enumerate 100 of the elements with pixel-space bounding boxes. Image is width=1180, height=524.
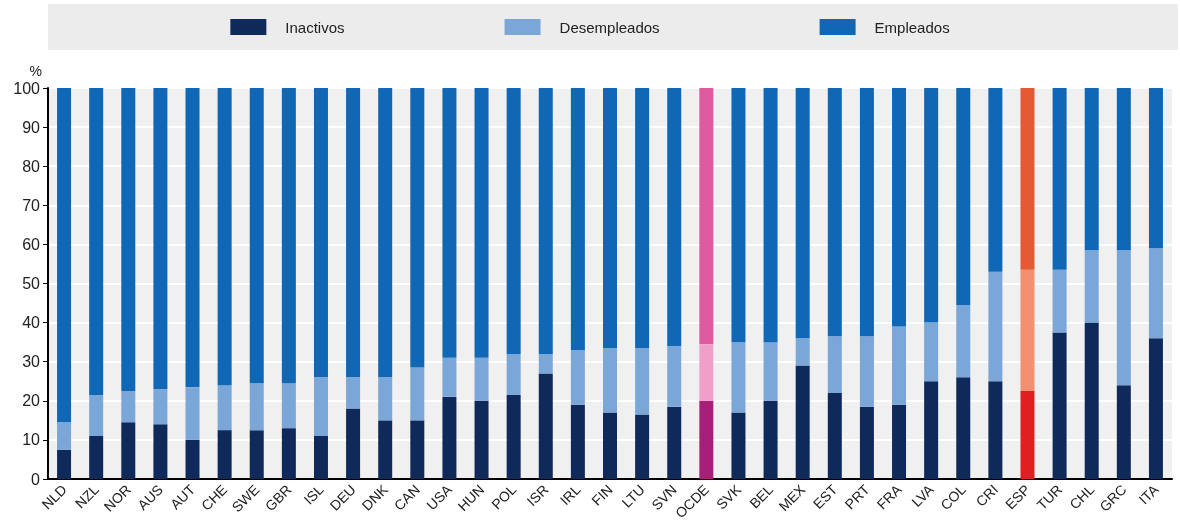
x-tick-label: FIN	[588, 481, 616, 509]
bar	[635, 348, 650, 415]
bar	[185, 439, 200, 479]
bar	[570, 349, 585, 405]
bar	[89, 88, 104, 395]
bar	[57, 88, 72, 423]
x-tick-label: CHL	[1066, 481, 1098, 513]
bar	[795, 88, 810, 339]
x-tick-label: NZL	[71, 481, 102, 512]
bar	[89, 435, 104, 479]
bar	[281, 383, 296, 429]
bar	[410, 88, 425, 368]
bar	[699, 88, 714, 345]
bar	[1020, 269, 1035, 392]
y-tick-label: 100	[13, 79, 41, 97]
bar	[249, 430, 264, 479]
bar	[474, 88, 489, 358]
bar	[570, 88, 585, 350]
legend-label: Empleados	[874, 18, 950, 36]
bar	[1052, 332, 1067, 479]
bar	[410, 420, 425, 479]
y-tick-label: 90	[22, 118, 41, 136]
bar	[281, 88, 296, 384]
bar	[924, 381, 939, 479]
bar	[667, 88, 682, 347]
x-tick-label: ISL	[300, 481, 327, 508]
y-tick-label: 10	[22, 431, 41, 449]
bar	[313, 377, 328, 436]
x-tick-label: POL	[488, 481, 520, 513]
bar	[442, 396, 457, 479]
bar	[667, 346, 682, 407]
bar	[1148, 338, 1163, 479]
bar	[538, 353, 553, 374]
bar	[827, 336, 842, 393]
y-tick-label: 80	[22, 157, 41, 175]
bar	[346, 88, 361, 378]
bar	[217, 430, 232, 479]
bar	[57, 449, 72, 479]
bar	[538, 88, 553, 354]
bar	[603, 88, 617, 349]
bar	[153, 389, 168, 425]
bar	[1148, 88, 1163, 249]
bar	[1116, 385, 1131, 479]
bar	[699, 344, 714, 401]
bar	[667, 406, 682, 479]
x-tick-label: TUR	[1033, 481, 1066, 513]
bar	[1020, 391, 1035, 479]
bar	[859, 406, 874, 479]
bar	[603, 412, 617, 479]
x-tick-label: BEL	[746, 481, 777, 512]
y-tick-label: 0	[31, 470, 41, 488]
bar	[635, 88, 650, 349]
bar	[89, 394, 104, 436]
bar	[1052, 88, 1067, 270]
bar	[603, 348, 617, 413]
bar	[281, 428, 296, 479]
bar	[635, 414, 650, 479]
bar	[442, 88, 457, 358]
bar	[731, 342, 746, 413]
bar	[892, 88, 907, 327]
bar	[57, 422, 72, 450]
x-tick-label: CRI	[972, 481, 1002, 510]
bar	[442, 357, 457, 397]
bar	[1116, 250, 1131, 386]
x-tick-label: COL	[937, 481, 970, 513]
bar	[506, 394, 521, 479]
bar	[731, 88, 746, 343]
y-tick-label: 50	[22, 275, 41, 292]
x-tick-label: ISR	[523, 481, 552, 510]
bar	[763, 88, 778, 343]
bar	[249, 88, 264, 384]
x-tick-label: USA	[423, 480, 456, 513]
bar	[1148, 248, 1163, 339]
bar	[892, 326, 907, 405]
bar	[378, 88, 393, 378]
bar	[795, 338, 810, 366]
bar	[1084, 322, 1099, 479]
bar	[570, 404, 585, 479]
bar	[313, 88, 328, 378]
bar	[121, 422, 136, 479]
y-tick-label: 20	[22, 392, 41, 410]
legend-label: Desempleados	[559, 18, 660, 36]
bar	[378, 377, 393, 421]
bar	[1020, 88, 1035, 270]
bar	[217, 385, 232, 431]
bar	[506, 88, 521, 354]
bar	[956, 305, 971, 378]
bar	[924, 88, 939, 323]
bar	[763, 342, 778, 401]
x-tick-label: LVA	[908, 480, 938, 510]
bar	[956, 377, 971, 479]
bar	[988, 88, 1003, 272]
bar	[474, 357, 489, 401]
bar	[410, 367, 425, 421]
bar	[1052, 269, 1067, 333]
bar	[1084, 250, 1099, 323]
bar	[859, 88, 874, 337]
y-axis-title: %	[29, 63, 42, 79]
bar	[924, 322, 939, 382]
bar	[217, 88, 232, 386]
